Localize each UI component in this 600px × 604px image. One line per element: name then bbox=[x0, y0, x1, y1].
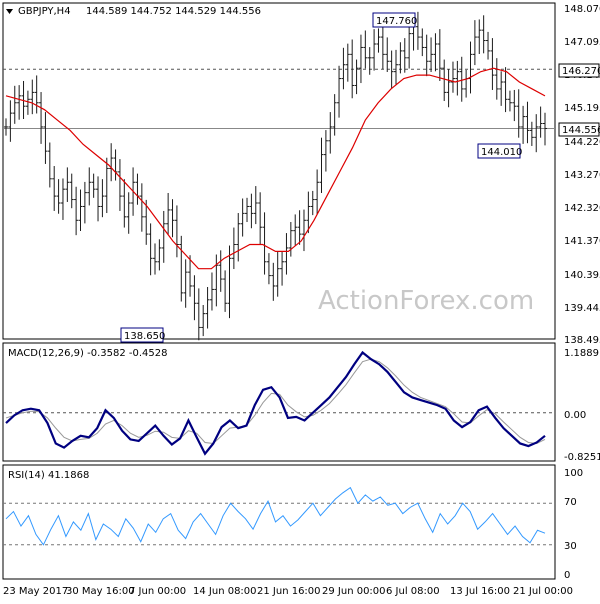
x-tick: 29 Jun 00:00 bbox=[322, 586, 386, 597]
current-price-label: 144.556 bbox=[562, 125, 600, 136]
x-tick: 7 Jun 00:00 bbox=[129, 586, 186, 597]
high-callout-label: 147.760 bbox=[376, 16, 417, 27]
rsi-title: RSI(14) 41.1868 bbox=[8, 470, 89, 481]
current-price-box bbox=[558, 122, 600, 137]
x-tick: 13 Jul 16:00 bbox=[450, 586, 510, 597]
price-tick: 140.395 bbox=[564, 270, 600, 281]
collapse-triangle-icon[interactable] bbox=[6, 9, 13, 14]
price-tick: 143.270 bbox=[564, 170, 600, 181]
x-tick: 6 Jul 08:00 bbox=[386, 586, 440, 597]
x-tick: 23 May 2017 bbox=[3, 586, 68, 597]
price-tick: 141.370 bbox=[564, 236, 600, 247]
price-tick: 142.320 bbox=[564, 203, 600, 214]
price-y-axis: 148.070 147.095 146.145 145.195 144.220 … bbox=[564, 4, 600, 346]
x-tick: 21 Jul 00:00 bbox=[513, 586, 573, 597]
macd-signal-line bbox=[5, 358, 546, 445]
watermark: ActionForex.com bbox=[318, 286, 534, 316]
macd-panel-frame bbox=[2, 342, 556, 462]
recent-low-callout-label: 144.010 bbox=[481, 147, 522, 158]
low-callout-box bbox=[120, 327, 164, 343]
rsi-tick: 30 bbox=[564, 541, 577, 552]
low-callout-label: 138.650 bbox=[124, 331, 165, 342]
macd-tick: 1.1889 bbox=[564, 348, 599, 359]
resistance-level-label: 146.270 bbox=[562, 66, 600, 77]
macd-title: MACD(12,26,9) -0.3582 -0.4528 bbox=[8, 348, 168, 359]
price-panel-frame bbox=[2, 2, 556, 340]
price-tick: 138.495 bbox=[564, 335, 600, 346]
recent-low-callout-box bbox=[477, 143, 521, 159]
x-axis: 23 May 2017 30 May 16:00 7 Jun 00:00 14 … bbox=[3, 586, 573, 597]
macd-y-axis: 1.1889 0.00 -0.8251 bbox=[564, 348, 600, 463]
price-tick: 145.195 bbox=[564, 103, 600, 114]
rsi-layer bbox=[3, 486, 555, 546]
x-tick: 21 Jun 16:00 bbox=[257, 586, 321, 597]
rsi-y-axis: 100 70 30 0 bbox=[564, 468, 583, 581]
x-tick: 30 May 16:00 bbox=[66, 586, 135, 597]
macd-tick: -0.8251 bbox=[564, 452, 600, 463]
price-tick: 147.095 bbox=[564, 37, 600, 48]
macd-tick: 0.00 bbox=[564, 410, 586, 421]
price-tick: 144.220 bbox=[564, 137, 600, 148]
price-title-symbol: GBPJPY,H4 bbox=[18, 6, 71, 17]
price-layer bbox=[3, 11, 555, 341]
high-callout-box bbox=[372, 12, 416, 28]
price-title-ohlc: 144.589 144.752 144.529 144.556 bbox=[86, 6, 261, 17]
macd-line bbox=[5, 350, 546, 456]
x-tick: 14 Jun 08:00 bbox=[193, 586, 257, 597]
rsi-panel-frame bbox=[2, 464, 556, 580]
rsi-line bbox=[5, 486, 546, 546]
price-tick: 139.445 bbox=[564, 303, 600, 314]
macd-layer bbox=[3, 350, 555, 456]
rsi-tick: 100 bbox=[564, 468, 583, 479]
resistance-level-box bbox=[558, 63, 600, 78]
moving-average-line bbox=[5, 67, 546, 270]
rsi-tick: 0 bbox=[564, 570, 570, 581]
rsi-tick: 70 bbox=[564, 497, 577, 508]
price-tick: 148.070 bbox=[564, 4, 600, 15]
